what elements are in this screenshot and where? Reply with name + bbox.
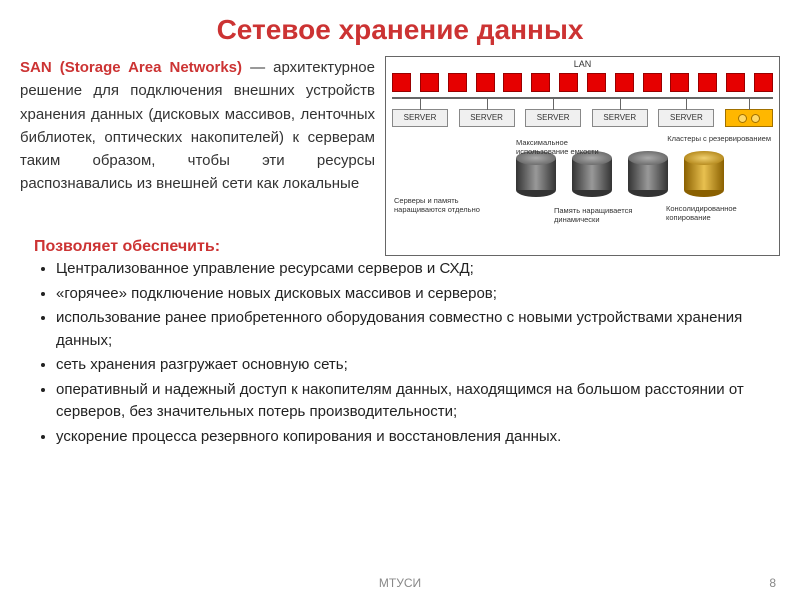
list-item: оперативный и надежный доступ к накопите… bbox=[56, 379, 770, 424]
san-body-text: — архитектурное решение для подключения … bbox=[20, 59, 375, 192]
server-node: SERVER bbox=[525, 109, 581, 127]
list-item: сеть хранения разгружает основную сеть; bbox=[56, 354, 770, 377]
list-item: ускорение процесса резервного копировани… bbox=[56, 426, 770, 449]
annotation-right-bot: Консолидированное копирование bbox=[666, 205, 771, 222]
footer-text: МТУСИ bbox=[0, 576, 800, 590]
san-diagram: LAN SERVER SERVER SERVER SERVER SERVER bbox=[385, 56, 780, 256]
list-item: «горячее» подключение новых дисковых мас… bbox=[56, 283, 770, 306]
client-node bbox=[476, 73, 495, 92]
cluster-disk-icon bbox=[738, 114, 747, 123]
lan-label: LAN bbox=[574, 59, 592, 69]
client-node bbox=[420, 73, 439, 92]
storage-cylinder bbox=[628, 151, 668, 197]
slide-title: Сетевое хранение данных bbox=[0, 0, 800, 56]
client-node bbox=[587, 73, 606, 92]
page-number: 8 bbox=[769, 576, 776, 590]
server-node: SERVER bbox=[658, 109, 714, 127]
client-node bbox=[754, 73, 773, 92]
client-node bbox=[531, 73, 550, 92]
server-node: SERVER bbox=[592, 109, 648, 127]
cluster-disk-icon bbox=[751, 114, 760, 123]
san-paragraph: SAN (Storage Area Networks) — архитектур… bbox=[20, 56, 375, 256]
server-node: SERVER bbox=[459, 109, 515, 127]
client-node bbox=[643, 73, 662, 92]
storage-row bbox=[516, 151, 724, 197]
client-node bbox=[448, 73, 467, 92]
server-row: SERVER SERVER SERVER SERVER SERVER bbox=[392, 109, 773, 127]
server-node: SERVER bbox=[392, 109, 448, 127]
storage-cylinder bbox=[572, 151, 612, 197]
annotation-left: Серверы и память наращиваются отдельно bbox=[394, 197, 499, 214]
san-heading: SAN (Storage Area Networks) bbox=[20, 59, 242, 76]
storage-cylinder bbox=[516, 151, 556, 197]
storage-cylinder-gold bbox=[684, 151, 724, 197]
list-item: Централизованное управление ресурсами се… bbox=[56, 258, 770, 281]
client-node bbox=[698, 73, 717, 92]
cluster-node bbox=[725, 109, 773, 127]
annotation-mid-bot: Память наращивается динамически bbox=[554, 207, 659, 224]
client-node bbox=[615, 73, 634, 92]
client-node bbox=[559, 73, 578, 92]
lan-bus bbox=[392, 97, 773, 99]
client-row bbox=[392, 73, 773, 92]
benefits-list: Централизованное управление ресурсами се… bbox=[0, 258, 800, 448]
client-node bbox=[670, 73, 689, 92]
client-node bbox=[392, 73, 411, 92]
annotation-mid-top: Максимальное использование емкости bbox=[516, 139, 621, 156]
upper-region: SAN (Storage Area Networks) — архитектур… bbox=[0, 56, 800, 256]
annotation-right-top: Кластеры с резервированием bbox=[667, 135, 771, 144]
client-node bbox=[726, 73, 745, 92]
client-node bbox=[503, 73, 522, 92]
list-item: использование ранее приобретенного обору… bbox=[56, 307, 770, 352]
